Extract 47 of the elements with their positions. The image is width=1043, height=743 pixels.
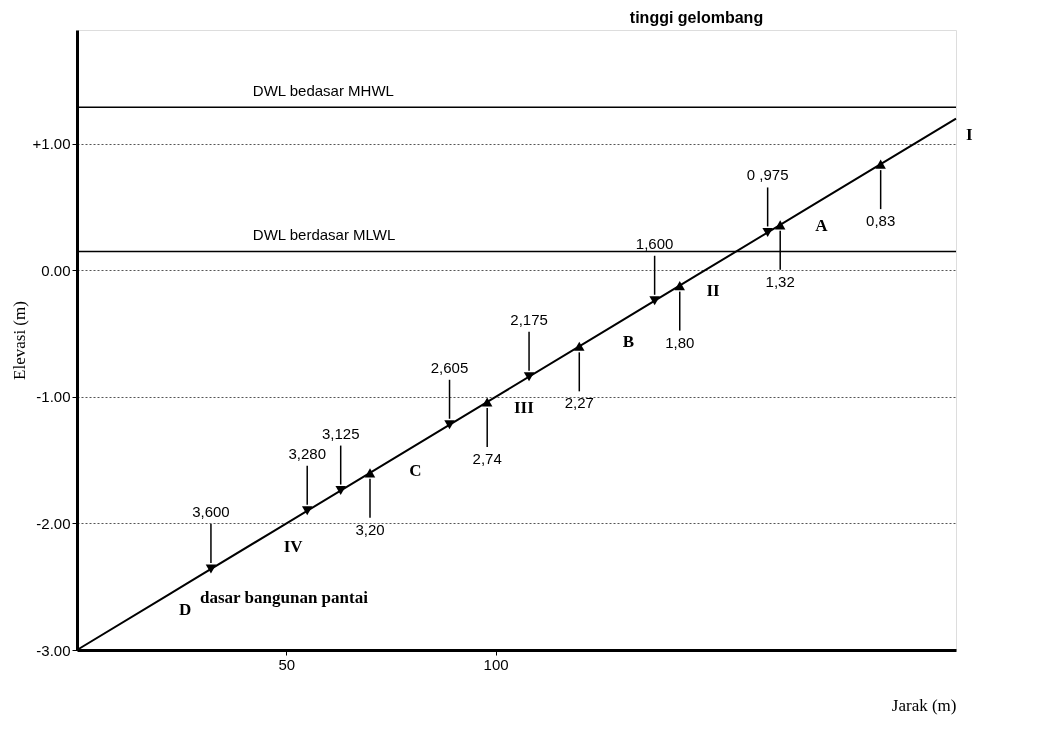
- annotation: 1,32: [765, 272, 795, 290]
- annotation: 2,74: [472, 450, 502, 467]
- point: [205, 564, 217, 574]
- x-tick-label: 50: [278, 655, 296, 673]
- annotation: 3,125: [321, 424, 360, 442]
- point: [762, 227, 773, 237]
- annotation: 1,600: [635, 234, 674, 252]
- point: [335, 486, 346, 496]
- point: [301, 506, 313, 516]
- annotation: 2,27: [564, 394, 594, 412]
- annotation: C: [409, 461, 422, 481]
- annotation: A: [815, 215, 829, 235]
- annotation: dasar bangunan pantai: [200, 587, 369, 607]
- annotation: 3,20: [355, 520, 385, 538]
- point: [364, 468, 376, 478]
- point: [574, 341, 585, 351]
- point: [523, 372, 535, 382]
- annotation: 0 ,975: [746, 166, 789, 184]
- y-tick-label: -3.00: [36, 641, 71, 659]
- annotation: 2,175: [510, 310, 548, 328]
- annotation: III: [513, 397, 535, 417]
- annotation: IV: [283, 537, 304, 557]
- annotation: 1,80: [665, 333, 695, 351]
- annotation: 3,600: [192, 503, 230, 521]
- annotation: I: [966, 124, 973, 144]
- chart-title: tinggi gelombang: [629, 9, 764, 26]
- y-tick-label: +1.00: [32, 135, 71, 153]
- annotation: 2,605: [430, 358, 469, 376]
- annotation: 0,83: [866, 212, 896, 230]
- point: [481, 397, 493, 407]
- annotation: II: [706, 281, 721, 301]
- point: [674, 281, 685, 291]
- y-tick-label: -2.00: [36, 514, 71, 532]
- x-axis-title: Jarak (m): [891, 695, 957, 715]
- annotation: D: [179, 600, 192, 620]
- x-tick-label: 100: [483, 655, 509, 673]
- point: [649, 296, 660, 306]
- y-axis-title: Elevasi (m): [9, 301, 29, 380]
- annotation: 3,280: [288, 444, 326, 462]
- ref-line-label: DWL berdasar MLWL: [252, 226, 396, 244]
- point: [774, 220, 786, 230]
- ref-line-label: DWL bedasar MHWL: [252, 82, 394, 100]
- y-tick-label: -1.00: [36, 388, 71, 406]
- point: [444, 420, 455, 430]
- point: [875, 159, 886, 169]
- y-tick-label: 0.00: [41, 261, 71, 279]
- annotation: B: [622, 332, 635, 352]
